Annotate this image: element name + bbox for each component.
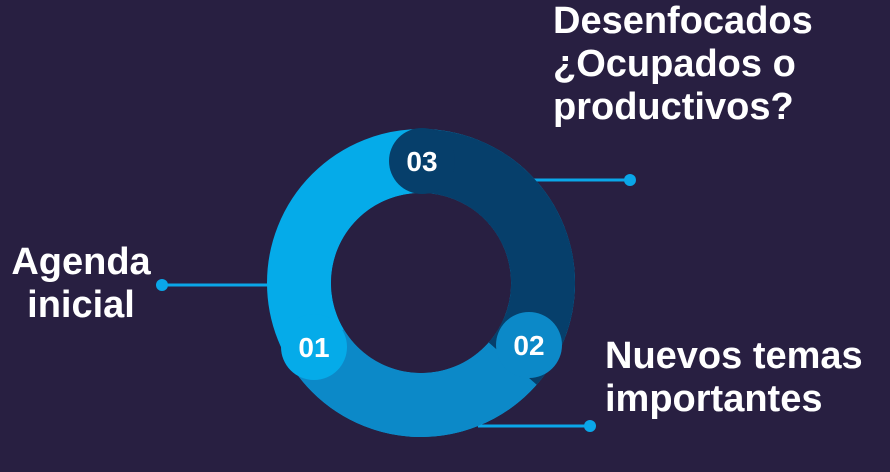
badge-01-number: 01 [298, 332, 329, 363]
segment-02-label-line: Nuevos temas [605, 335, 863, 377]
badge-03-number: 03 [406, 146, 437, 177]
segment-03-label-line: ¿Ocupados o [553, 43, 796, 85]
segment-02-label-line: importantes [605, 378, 823, 420]
segment-03-label: Desenfocados ¿Ocupados o productivos? [553, 0, 813, 129]
segment-03-label-line: Desenfocados [553, 0, 813, 42]
badge-01: 01 [281, 314, 347, 380]
segment-03-label-line: productivos? [553, 86, 794, 128]
ring-center [331, 193, 511, 373]
connector-02 [478, 420, 596, 432]
badge-03: 03 [389, 128, 455, 194]
connector-03 [532, 174, 636, 186]
segment-02-label: Nuevos temas importantes [605, 335, 863, 421]
badge-02: 02 [496, 312, 562, 378]
badge-02-number: 02 [513, 330, 544, 361]
segment-01-label-line: Agenda [11, 241, 151, 283]
connector-01 [156, 279, 268, 291]
segment-01-label: Agenda inicial [8, 241, 154, 327]
ring-segment-02 [289, 329, 537, 437]
segment-01-label-line: inicial [27, 284, 135, 326]
